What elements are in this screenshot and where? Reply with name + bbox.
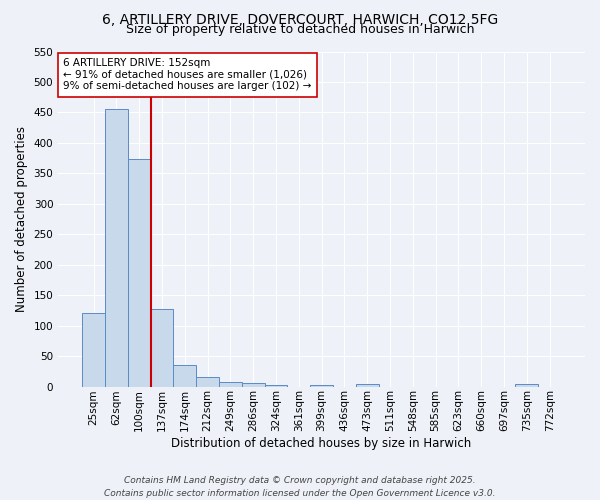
Bar — [265, 384, 287, 386]
Bar — [515, 384, 538, 386]
Y-axis label: Number of detached properties: Number of detached properties — [15, 126, 28, 312]
Bar — [242, 384, 265, 386]
Bar — [151, 308, 173, 386]
Text: Size of property relative to detached houses in Harwich: Size of property relative to detached ho… — [126, 22, 474, 36]
Bar — [82, 314, 105, 386]
Bar — [196, 378, 219, 386]
Bar — [356, 384, 379, 386]
Bar — [173, 365, 196, 386]
Bar — [128, 160, 151, 386]
Text: 6 ARTILLERY DRIVE: 152sqm
← 91% of detached houses are smaller (1,026)
9% of sem: 6 ARTILLERY DRIVE: 152sqm ← 91% of detac… — [64, 58, 312, 92]
Bar — [219, 382, 242, 386]
X-axis label: Distribution of detached houses by size in Harwich: Distribution of detached houses by size … — [172, 437, 472, 450]
Text: Contains HM Land Registry data © Crown copyright and database right 2025.
Contai: Contains HM Land Registry data © Crown c… — [104, 476, 496, 498]
Bar — [105, 110, 128, 386]
Text: 6, ARTILLERY DRIVE, DOVERCOURT, HARWICH, CO12 5FG: 6, ARTILLERY DRIVE, DOVERCOURT, HARWICH,… — [102, 12, 498, 26]
